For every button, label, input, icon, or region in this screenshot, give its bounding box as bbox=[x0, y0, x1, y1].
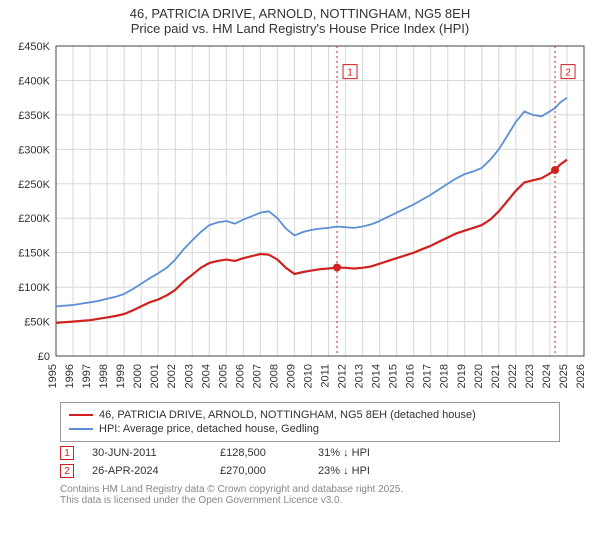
legend: 46, PATRICIA DRIVE, ARNOLD, NOTTINGHAM, … bbox=[60, 402, 560, 442]
svg-text:1995: 1995 bbox=[47, 364, 59, 388]
svg-text:2002: 2002 bbox=[166, 364, 178, 388]
svg-text:1997: 1997 bbox=[81, 364, 93, 388]
chart-title: 46, PATRICIA DRIVE, ARNOLD, NOTTINGHAM, … bbox=[0, 0, 600, 38]
svg-text:2007: 2007 bbox=[251, 364, 263, 388]
title-line2: Price paid vs. HM Land Registry's House … bbox=[4, 21, 596, 36]
svg-text:£250K: £250K bbox=[18, 179, 50, 191]
marker-badge-icon: 2 bbox=[60, 464, 74, 478]
svg-text:2005: 2005 bbox=[217, 364, 229, 388]
svg-text:2014: 2014 bbox=[371, 364, 383, 388]
transaction-list: 1 30-JUN-2011 £128,500 31% ↓ HPI 2 26-AP… bbox=[60, 446, 560, 478]
transaction-row: 2 26-APR-2024 £270,000 23% ↓ HPI bbox=[60, 464, 560, 478]
transaction-row: 1 30-JUN-2011 £128,500 31% ↓ HPI bbox=[60, 446, 560, 460]
svg-text:£100K: £100K bbox=[18, 282, 50, 294]
title-line1: 46, PATRICIA DRIVE, ARNOLD, NOTTINGHAM, … bbox=[4, 6, 596, 21]
transaction-pct: 31% ↓ HPI bbox=[318, 447, 408, 459]
svg-text:£450K: £450K bbox=[18, 41, 50, 53]
transaction-date: 30-JUN-2011 bbox=[92, 447, 202, 459]
svg-text:2016: 2016 bbox=[405, 364, 417, 388]
svg-text:2024: 2024 bbox=[541, 364, 553, 388]
svg-text:2009: 2009 bbox=[285, 364, 297, 388]
marker-badge-icon: 1 bbox=[60, 446, 74, 460]
svg-text:£50K: £50K bbox=[24, 317, 50, 329]
footer-line2: This data is licensed under the Open Gov… bbox=[60, 495, 560, 506]
legend-item: 46, PATRICIA DRIVE, ARNOLD, NOTTINGHAM, … bbox=[69, 409, 551, 421]
svg-text:1: 1 bbox=[347, 68, 353, 79]
transaction-price: £270,000 bbox=[220, 465, 300, 477]
svg-text:2013: 2013 bbox=[354, 364, 366, 388]
footer-line1: Contains HM Land Registry data © Crown c… bbox=[60, 484, 560, 495]
svg-text:£300K: £300K bbox=[18, 144, 50, 156]
transaction-pct: 23% ↓ HPI bbox=[318, 465, 408, 477]
attribution-footer: Contains HM Land Registry data © Crown c… bbox=[60, 484, 560, 506]
legend-swatch-icon bbox=[69, 428, 93, 430]
legend-label: HPI: Average price, detached house, Gedl… bbox=[99, 423, 319, 435]
svg-text:£150K: £150K bbox=[18, 248, 50, 260]
svg-text:£200K: £200K bbox=[18, 213, 50, 225]
legend-swatch-icon bbox=[69, 414, 93, 416]
legend-label: 46, PATRICIA DRIVE, ARNOLD, NOTTINGHAM, … bbox=[99, 409, 476, 421]
svg-text:2018: 2018 bbox=[439, 364, 451, 388]
svg-text:2020: 2020 bbox=[473, 364, 485, 388]
svg-text:2019: 2019 bbox=[456, 364, 468, 388]
svg-text:£350K: £350K bbox=[18, 110, 50, 122]
svg-text:2004: 2004 bbox=[200, 364, 212, 388]
svg-text:2026: 2026 bbox=[575, 364, 587, 388]
svg-text:2015: 2015 bbox=[388, 364, 400, 388]
transaction-price: £128,500 bbox=[220, 447, 300, 459]
svg-text:2025: 2025 bbox=[558, 364, 570, 388]
svg-text:2012: 2012 bbox=[337, 364, 349, 388]
svg-text:2006: 2006 bbox=[234, 364, 246, 388]
svg-text:2017: 2017 bbox=[422, 364, 434, 388]
chart-area: £0 £50K £100K £150K £200K £250K £300K £350K £400… bbox=[4, 38, 596, 398]
svg-text:2021: 2021 bbox=[490, 364, 502, 388]
svg-text:2001: 2001 bbox=[149, 364, 161, 388]
svg-text:2023: 2023 bbox=[524, 364, 536, 388]
svg-text:2003: 2003 bbox=[183, 364, 195, 388]
svg-text:2011: 2011 bbox=[320, 364, 332, 388]
transaction-date: 26-APR-2024 bbox=[92, 465, 202, 477]
legend-item: HPI: Average price, detached house, Gedl… bbox=[69, 423, 551, 435]
svg-text:1999: 1999 bbox=[115, 364, 127, 388]
svg-text:1998: 1998 bbox=[98, 364, 110, 388]
line-chart-svg: £0 £50K £100K £150K £200K £250K £300K £350K £400… bbox=[4, 38, 596, 398]
svg-text:2022: 2022 bbox=[507, 364, 519, 388]
svg-text:2010: 2010 bbox=[302, 364, 314, 388]
svg-text:2: 2 bbox=[565, 68, 571, 79]
svg-text:£400K: £400K bbox=[18, 75, 50, 87]
svg-text:1996: 1996 bbox=[64, 364, 76, 388]
svg-text:£0: £0 bbox=[38, 351, 50, 363]
svg-text:2000: 2000 bbox=[132, 364, 144, 388]
svg-text:2008: 2008 bbox=[268, 364, 280, 388]
